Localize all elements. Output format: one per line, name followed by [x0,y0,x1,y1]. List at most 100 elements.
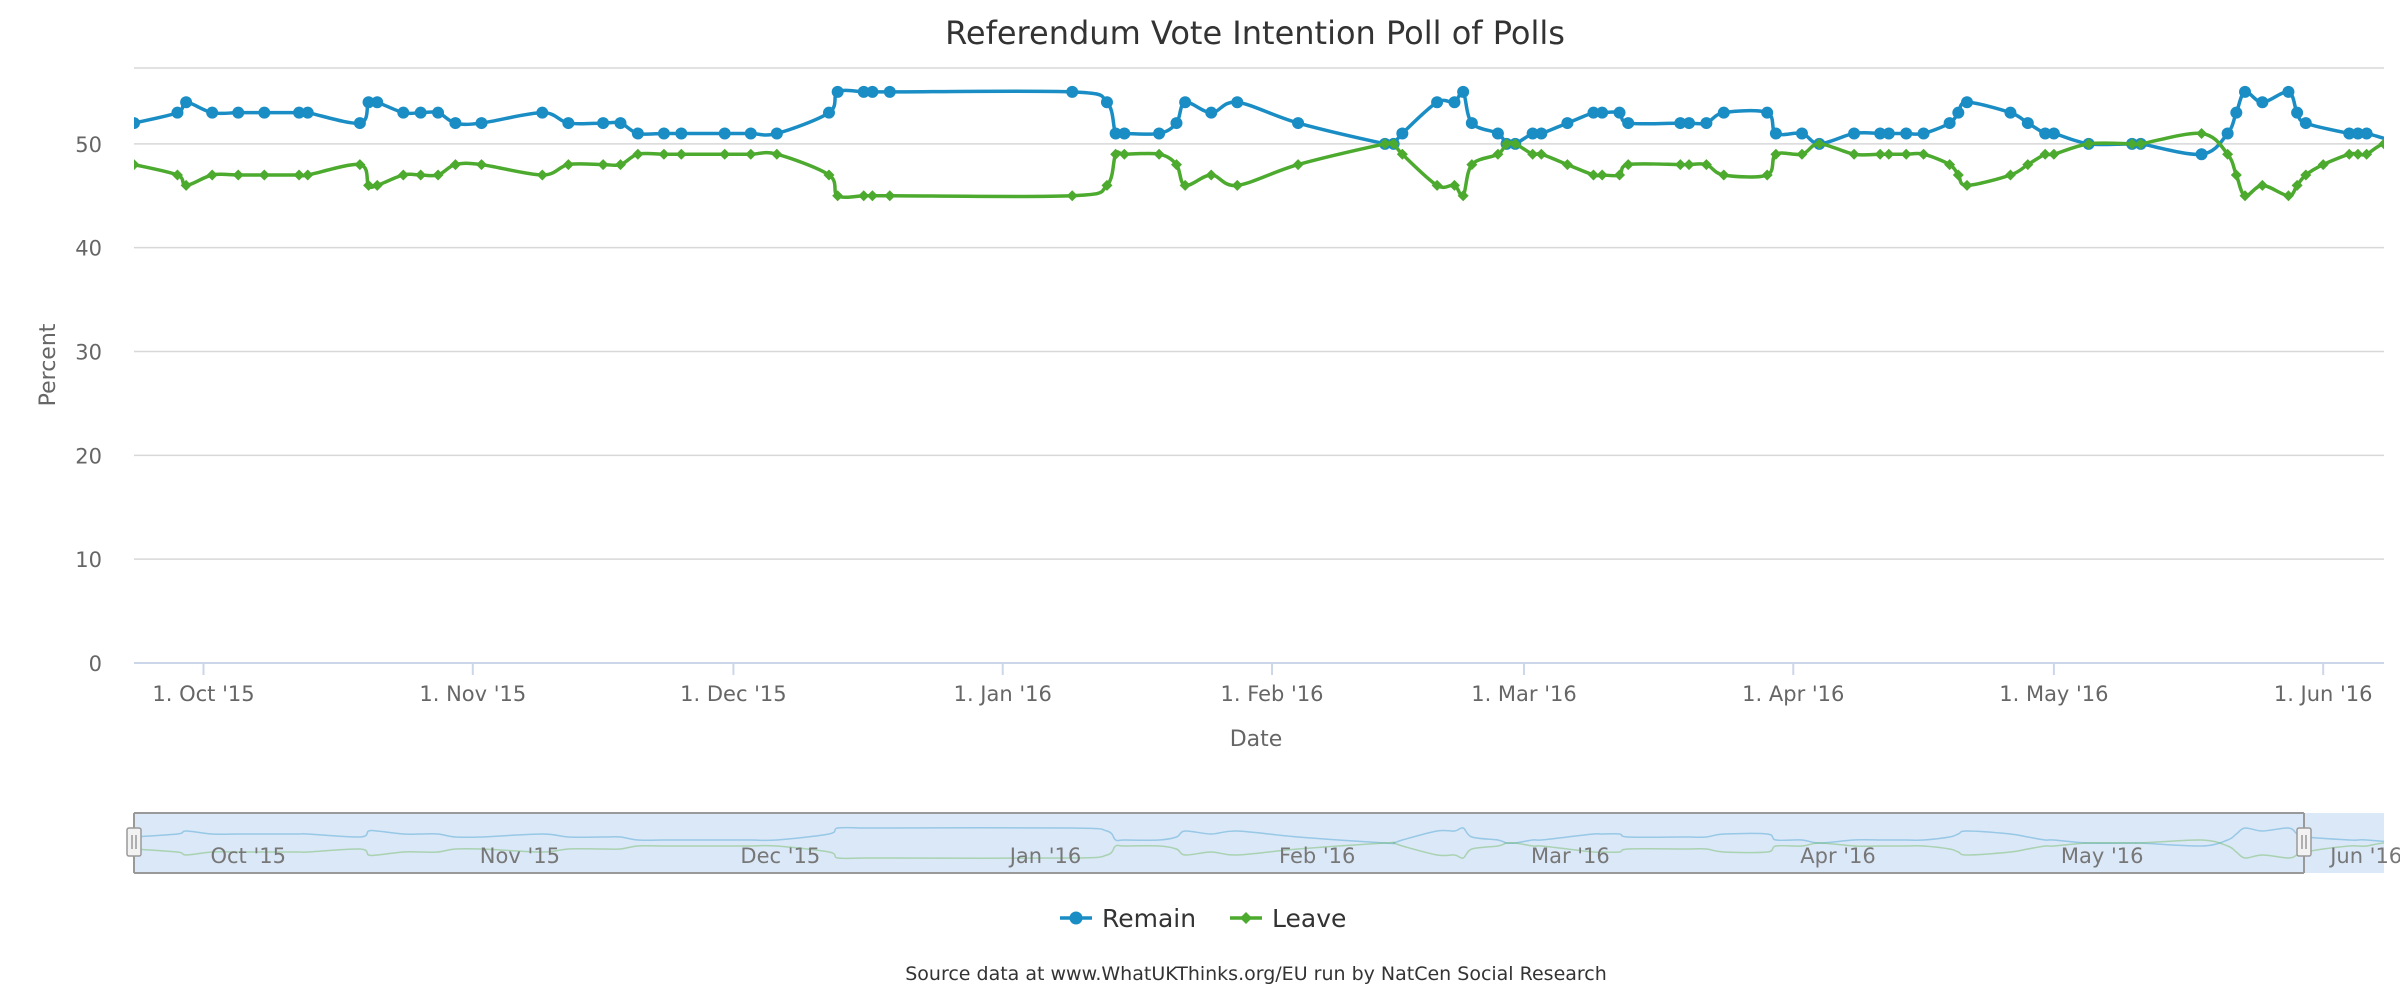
leave-point[interactable] [1700,159,1712,171]
remain-point[interactable] [2343,127,2356,140]
leave-point[interactable] [1492,148,1504,160]
remain-point[interactable] [1622,117,1635,130]
leave-point[interactable] [745,148,757,160]
leave-point[interactable] [884,190,896,202]
leave-point[interactable] [302,169,314,181]
remain-point[interactable] [1943,117,1956,130]
leave-point[interactable] [597,159,609,171]
leave-point[interactable] [1457,190,1469,202]
remain-point[interactable] [293,106,306,119]
remain-point[interactable] [718,127,731,140]
leave-point[interactable] [475,159,487,171]
leave-point[interactable] [1718,169,1730,181]
remain-point[interactable] [206,106,219,119]
leave-point[interactable] [293,169,305,181]
leave-point[interactable] [632,148,644,160]
leave-point[interactable] [1431,179,1443,191]
remain-point[interactable] [171,106,184,119]
leave-point[interactable] [719,148,731,160]
leave-point[interactable] [2083,138,2095,150]
remain-point[interactable] [1170,117,1183,130]
leave-point[interactable] [1900,148,1912,160]
leave-point[interactable] [363,179,375,191]
leave-point[interactable] [1813,138,1825,150]
remain-point[interactable] [397,106,410,119]
leave-point[interactable] [658,148,670,160]
remain-point[interactable] [657,127,670,140]
remain-point[interactable] [1952,106,1965,119]
leave-point[interactable] [1466,159,1478,171]
leave-point[interactable] [2239,190,2251,202]
remain-point[interactable] [2360,127,2373,140]
remain-point[interactable] [2282,85,2295,98]
leave-point[interactable] [1848,148,1860,160]
remain-point[interactable] [2256,96,2269,109]
leave-point[interactable] [232,169,244,181]
leave-point[interactable] [2004,169,2016,181]
leave-point[interactable] [2352,148,2364,160]
leave-point[interactable] [675,148,687,160]
remain-point[interactable] [1396,127,1409,140]
leave-point[interactable] [1596,169,1608,181]
remain-point[interactable] [1109,127,1122,140]
remain-point[interactable] [1795,127,1808,140]
remain-point[interactable] [353,117,366,130]
remain-point[interactable] [362,96,375,109]
leave-point[interactable] [1501,138,1513,150]
remain-point[interactable] [1457,85,1470,98]
leave-point[interactable] [180,179,192,191]
leave-point[interactable] [1614,169,1626,181]
remain-point[interactable] [1526,127,1539,140]
leave-point[interactable] [415,169,427,181]
leave-point[interactable] [1509,138,1521,150]
legend-item-remain[interactable]: Remain [1060,904,1196,933]
remain-point[interactable] [2195,148,2208,161]
remain-point[interactable] [1431,96,1444,109]
remain-point[interactable] [1848,127,1861,140]
leave-point[interactable] [2230,169,2242,181]
leave-point[interactable] [562,159,574,171]
remain-point[interactable] [883,85,896,98]
remain-point[interactable] [631,127,644,140]
remain-point[interactable] [475,117,488,130]
remain-point[interactable] [1874,127,1887,140]
leave-point[interactable] [1179,179,1191,191]
remain-point[interactable] [2004,106,2017,119]
leave-point[interactable] [1205,169,1217,181]
remain-point[interactable] [232,106,245,119]
remain-point[interactable] [562,117,575,130]
leave-point[interactable] [1110,148,1122,160]
remain-point[interactable] [1535,127,1548,140]
leave-point[interactable] [1118,148,1130,160]
leave-point[interactable] [1770,148,1782,160]
remain-point[interactable] [449,117,462,130]
remain-point[interactable] [2047,127,2060,140]
leave-point[interactable] [1170,159,1182,171]
remain-point[interactable] [2039,127,2052,140]
leave-point[interactable] [2343,148,2355,160]
navigator-selection[interactable] [134,813,2384,873]
remain-point[interactable] [770,127,783,140]
remain-point[interactable] [1683,117,1696,130]
remain-point[interactable] [1448,96,1461,109]
leave-point[interactable] [1961,179,1973,191]
remain-point[interactable] [1882,127,1895,140]
remain-point[interactable] [1231,96,1244,109]
remain-point[interactable] [1674,117,1687,130]
remain-point[interactable] [1118,127,1131,140]
remain-point[interactable] [1761,106,1774,119]
leave-point[interactable] [2282,190,2294,202]
leave-point[interactable] [1674,159,1686,171]
leave-point[interactable] [432,169,444,181]
remain-point[interactable] [1100,96,1113,109]
remain-point[interactable] [180,96,193,109]
remain-point[interactable] [866,85,879,98]
leave-point[interactable] [2317,159,2329,171]
remain-point[interactable] [301,106,314,119]
leave-point[interactable] [1396,148,1408,160]
leave-point[interactable] [2022,159,2034,171]
remain-point[interactable] [1066,85,1079,98]
leave-point[interactable] [771,148,783,160]
leave-point[interactable] [1535,148,1547,160]
leave-point[interactable] [2256,179,2268,191]
